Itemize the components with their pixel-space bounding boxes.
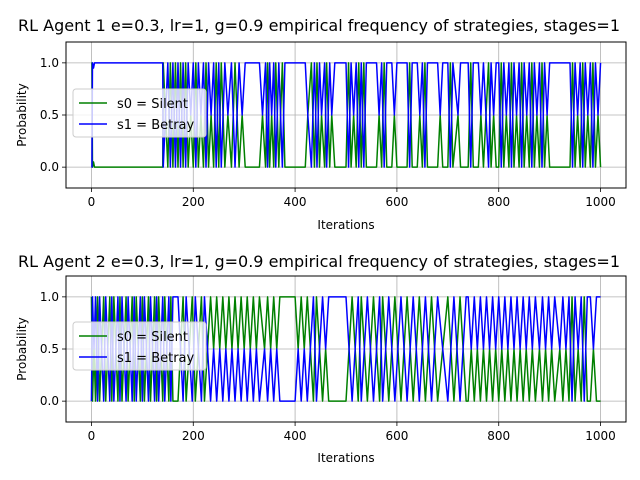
legend-label-silent: s0 = Silent [117, 97, 188, 112]
chart-title: RL Agent 2 e=0.3, lr=1, g=0.9 empirical … [18, 252, 620, 271]
plot-area [91, 62, 602, 168]
x-axis-label: Iterations [317, 218, 374, 232]
x-tick-label: 400 [284, 429, 307, 443]
legend-label-betray: s1 = Betray [117, 118, 195, 133]
x-axis-label: Iterations [317, 451, 374, 465]
y-axis-ticks: 0.0 0.5 1.0 [40, 290, 66, 408]
y-tick-label: 0.0 [40, 394, 59, 408]
legend: s0 = Silent s1 = Betray [72, 321, 207, 371]
y-tick-label: 0.5 [40, 108, 59, 122]
y-tick-label: 0.0 [40, 160, 59, 174]
x-tick-label: 200 [182, 429, 205, 443]
subplot-1: RL Agent 1 e=0.3, lr=1, g=0.9 empirical … [15, 16, 627, 232]
series-line-betray [91, 62, 602, 168]
x-tick-label: 1000 [585, 195, 616, 209]
x-tick-label: 800 [487, 429, 510, 443]
legend-label-betray: s1 = Betray [117, 351, 195, 366]
x-tick-label: 200 [182, 195, 205, 209]
y-axis-label: Probability [15, 83, 29, 146]
legend-label-silent: s0 = Silent [117, 330, 188, 345]
x-tick-label: 800 [487, 195, 510, 209]
y-tick-label: 1.0 [40, 56, 59, 70]
x-axis-ticks: 0 200 400 600 800 1000 [88, 188, 616, 209]
y-axis-label: Probability [15, 317, 29, 380]
subplot-2: RL Agent 2 e=0.3, lr=1, g=0.9 empirical … [15, 252, 627, 465]
legend-box [72, 321, 207, 371]
x-tick-label: 0 [88, 429, 96, 443]
y-tick-label: 0.5 [40, 342, 59, 356]
x-tick-label: 400 [284, 195, 307, 209]
x-tick-label: 600 [385, 429, 408, 443]
x-axis-ticks: 0 200 400 600 800 1000 [88, 422, 616, 443]
legend: s0 = Silent s1 = Betray [72, 88, 207, 138]
y-axis-ticks: 0.0 0.5 1.0 [40, 56, 66, 174]
legend-box [72, 88, 207, 138]
x-tick-label: 600 [385, 195, 408, 209]
chart-title: RL Agent 1 e=0.3, lr=1, g=0.9 empirical … [18, 16, 620, 35]
x-tick-label: 0 [88, 195, 96, 209]
x-tick-label: 1000 [585, 429, 616, 443]
y-tick-label: 1.0 [40, 290, 59, 304]
